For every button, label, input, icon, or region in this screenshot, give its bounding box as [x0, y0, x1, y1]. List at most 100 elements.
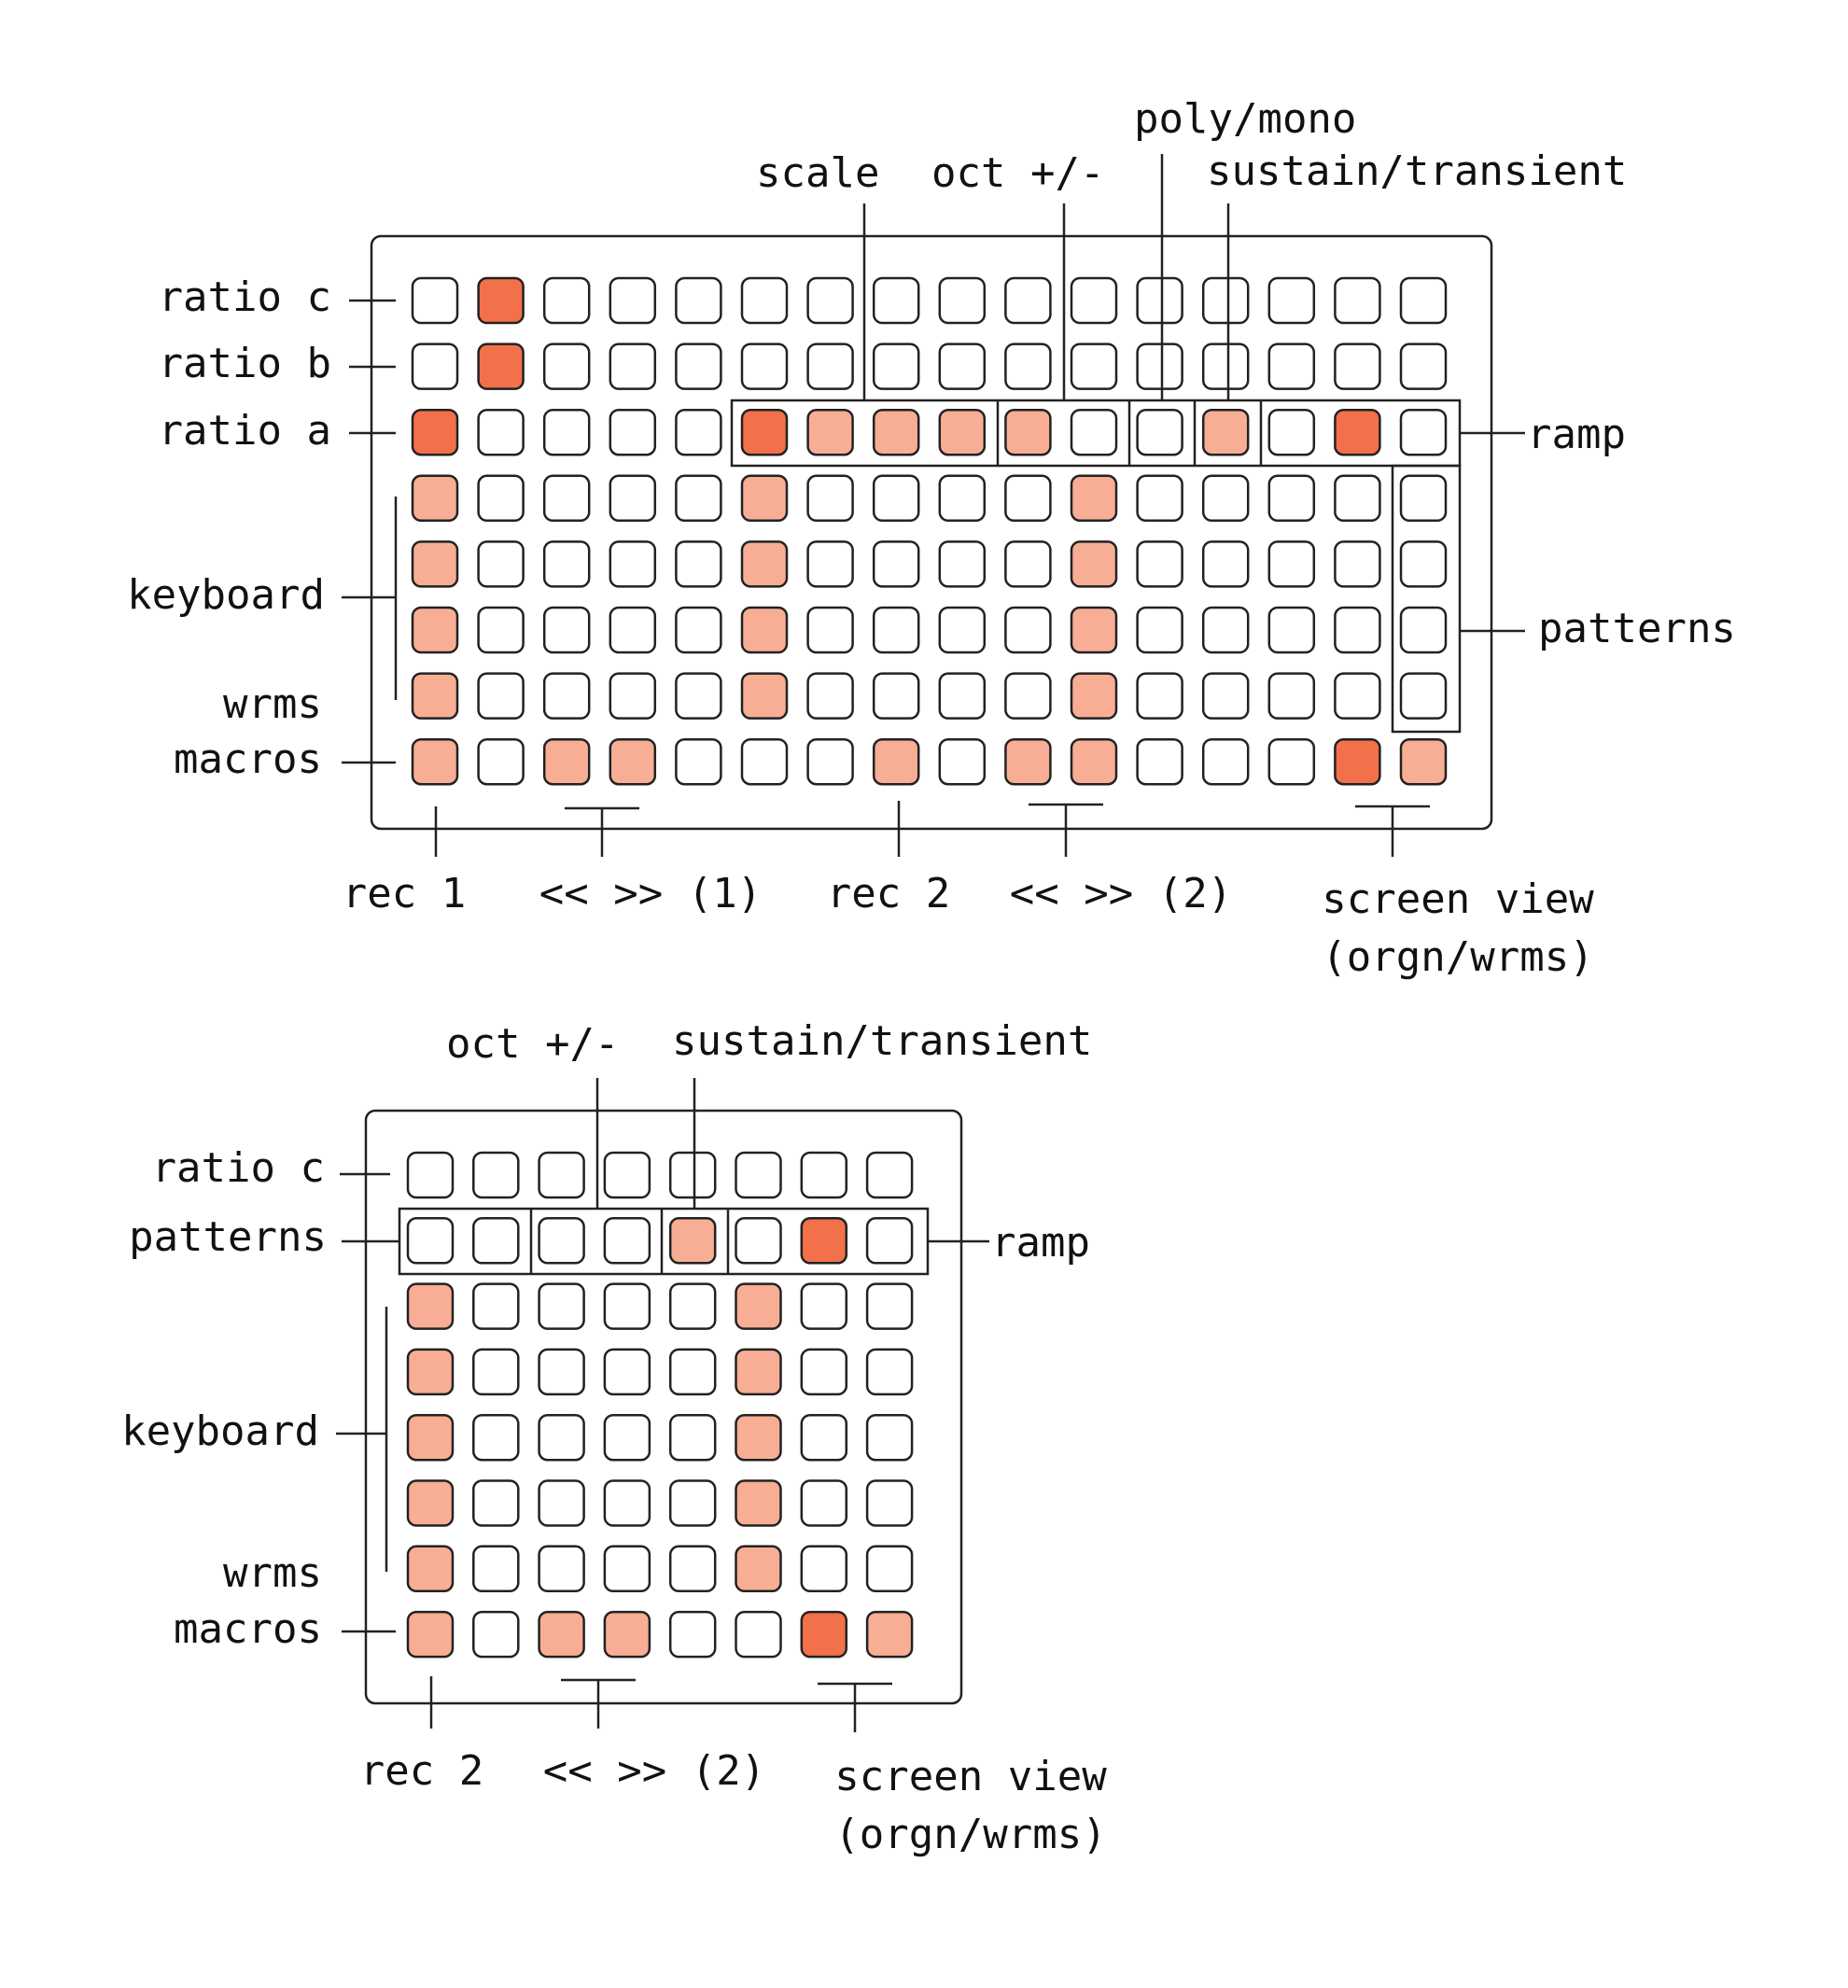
bottom-key-r2-c5[interactable] [668, 1217, 717, 1265]
top-key-r4-c11[interactable] [1070, 474, 1118, 523]
top-key-r3-c1[interactable] [411, 408, 459, 456]
bottom-key-r7-c4[interactable] [603, 1545, 651, 1593]
top-key-r5-c12[interactable] [1136, 540, 1183, 588]
top-key-r1-c5[interactable] [675, 276, 722, 325]
top-key-r5-c15[interactable] [1334, 540, 1381, 588]
top-key-r3-c13[interactable] [1201, 408, 1250, 456]
bottom-key-r8-c8[interactable] [865, 1610, 914, 1659]
top-key-r3-c11[interactable] [1070, 408, 1118, 456]
bottom-key-r3-c6[interactable] [735, 1282, 782, 1330]
bottom-key-r1-c7[interactable] [800, 1151, 848, 1199]
bottom-key-r2-c4[interactable] [603, 1217, 651, 1265]
top-key-r2-c14[interactable] [1267, 343, 1316, 390]
bottom-key-r6-c5[interactable] [668, 1479, 717, 1527]
bottom-key-r7-c2[interactable] [472, 1545, 520, 1593]
bottom-key-r4-c4[interactable] [603, 1348, 651, 1396]
bottom-key-r8-c7[interactable] [800, 1610, 848, 1659]
top-key-r8-c9[interactable] [938, 737, 987, 786]
top-key-r2-c5[interactable] [675, 343, 722, 390]
top-key-r6-c3[interactable] [542, 606, 591, 654]
top-key-r7-c1[interactable] [411, 672, 459, 720]
top-key-r6-c10[interactable] [1004, 606, 1052, 654]
bottom-key-r4-c6[interactable] [735, 1348, 782, 1396]
bottom-key-r8-c5[interactable] [668, 1610, 717, 1659]
top-key-r6-c16[interactable] [1399, 606, 1448, 654]
bottom-key-r7-c5[interactable] [668, 1545, 717, 1593]
bottom-key-r5-c6[interactable] [735, 1413, 782, 1462]
top-key-r2-c7[interactable] [806, 343, 854, 390]
bottom-key-r4-c2[interactable] [472, 1348, 520, 1396]
top-key-r3-c15[interactable] [1334, 408, 1381, 456]
top-key-r5-c9[interactable] [938, 540, 987, 588]
bottom-key-r1-c1[interactable] [406, 1151, 455, 1199]
bottom-key-r7-c8[interactable] [865, 1545, 914, 1593]
top-key-r8-c1[interactable] [411, 737, 459, 786]
bottom-key-r8-c4[interactable] [603, 1610, 651, 1659]
top-key-r3-c4[interactable] [609, 408, 657, 456]
top-key-r7-c2[interactable] [477, 672, 525, 720]
top-key-r1-c11[interactable] [1070, 276, 1118, 325]
top-key-r3-c12[interactable] [1136, 408, 1183, 456]
top-key-r4-c7[interactable] [806, 474, 854, 523]
top-key-r7-c9[interactable] [938, 672, 987, 720]
bottom-key-r5-c3[interactable] [538, 1413, 585, 1462]
top-key-r8-c13[interactable] [1201, 737, 1250, 786]
top-key-r3-c8[interactable] [872, 408, 920, 456]
top-key-r2-c15[interactable] [1334, 343, 1381, 390]
top-key-r7-c10[interactable] [1004, 672, 1052, 720]
bottom-key-r8-c2[interactable] [472, 1610, 520, 1659]
top-key-r5-c7[interactable] [806, 540, 854, 588]
top-key-r5-c4[interactable] [609, 540, 657, 588]
top-key-r3-c14[interactable] [1267, 408, 1316, 456]
top-key-r4-c3[interactable] [542, 474, 591, 523]
top-key-r5-c5[interactable] [675, 540, 722, 588]
bottom-key-r8-c6[interactable] [735, 1610, 782, 1659]
top-key-r6-c6[interactable] [740, 606, 789, 654]
bottom-key-r5-c5[interactable] [668, 1413, 717, 1462]
bottom-key-r7-c3[interactable] [538, 1545, 585, 1593]
top-key-r1-c10[interactable] [1004, 276, 1052, 325]
top-key-r4-c2[interactable] [477, 474, 525, 523]
top-key-r5-c6[interactable] [740, 540, 789, 588]
top-key-r5-c3[interactable] [542, 540, 591, 588]
top-key-r1-c1[interactable] [411, 276, 459, 325]
bottom-key-r1-c4[interactable] [603, 1151, 651, 1199]
bottom-key-r2-c7[interactable] [800, 1217, 848, 1265]
bottom-key-r3-c8[interactable] [865, 1282, 914, 1330]
top-key-r3-c10[interactable] [1004, 408, 1052, 456]
bottom-key-r8-c3[interactable] [538, 1610, 585, 1659]
bottom-key-r5-c1[interactable] [406, 1413, 455, 1462]
top-key-r1-c15[interactable] [1334, 276, 1381, 325]
top-key-r4-c5[interactable] [675, 474, 722, 523]
top-key-r1-c12[interactable] [1136, 276, 1183, 325]
bottom-key-r3-c2[interactable] [472, 1282, 520, 1330]
top-key-r8-c11[interactable] [1070, 737, 1118, 786]
top-key-r4-c14[interactable] [1267, 474, 1316, 523]
top-key-r2-c1[interactable] [411, 343, 459, 390]
top-key-r6-c8[interactable] [872, 606, 920, 654]
top-key-r7-c12[interactable] [1136, 672, 1183, 720]
bottom-key-r3-c4[interactable] [603, 1282, 651, 1330]
top-key-r6-c2[interactable] [477, 606, 525, 654]
bottom-key-r1-c8[interactable] [865, 1151, 914, 1199]
top-key-r4-c15[interactable] [1334, 474, 1381, 523]
bottom-key-r6-c7[interactable] [800, 1479, 848, 1527]
bottom-key-r8-c1[interactable] [406, 1610, 455, 1659]
bottom-key-r2-c2[interactable] [472, 1217, 520, 1265]
top-key-r8-c10[interactable] [1004, 737, 1052, 786]
top-key-r8-c8[interactable] [872, 737, 920, 786]
bottom-key-r2-c6[interactable] [735, 1217, 782, 1265]
bottom-key-r3-c1[interactable] [406, 1282, 455, 1330]
bottom-key-r6-c1[interactable] [406, 1479, 455, 1527]
top-key-r5-c16[interactable] [1399, 540, 1448, 588]
bottom-key-r1-c6[interactable] [735, 1151, 782, 1199]
top-key-r5-c1[interactable] [411, 540, 459, 588]
bottom-key-r6-c2[interactable] [472, 1479, 520, 1527]
top-key-r1-c16[interactable] [1399, 276, 1448, 325]
bottom-key-r6-c3[interactable] [538, 1479, 585, 1527]
top-key-r6-c15[interactable] [1334, 606, 1381, 654]
bottom-key-r5-c4[interactable] [603, 1413, 651, 1462]
top-key-r5-c10[interactable] [1004, 540, 1052, 588]
top-key-r2-c12[interactable] [1136, 343, 1183, 390]
top-key-r4-c6[interactable] [740, 474, 789, 523]
